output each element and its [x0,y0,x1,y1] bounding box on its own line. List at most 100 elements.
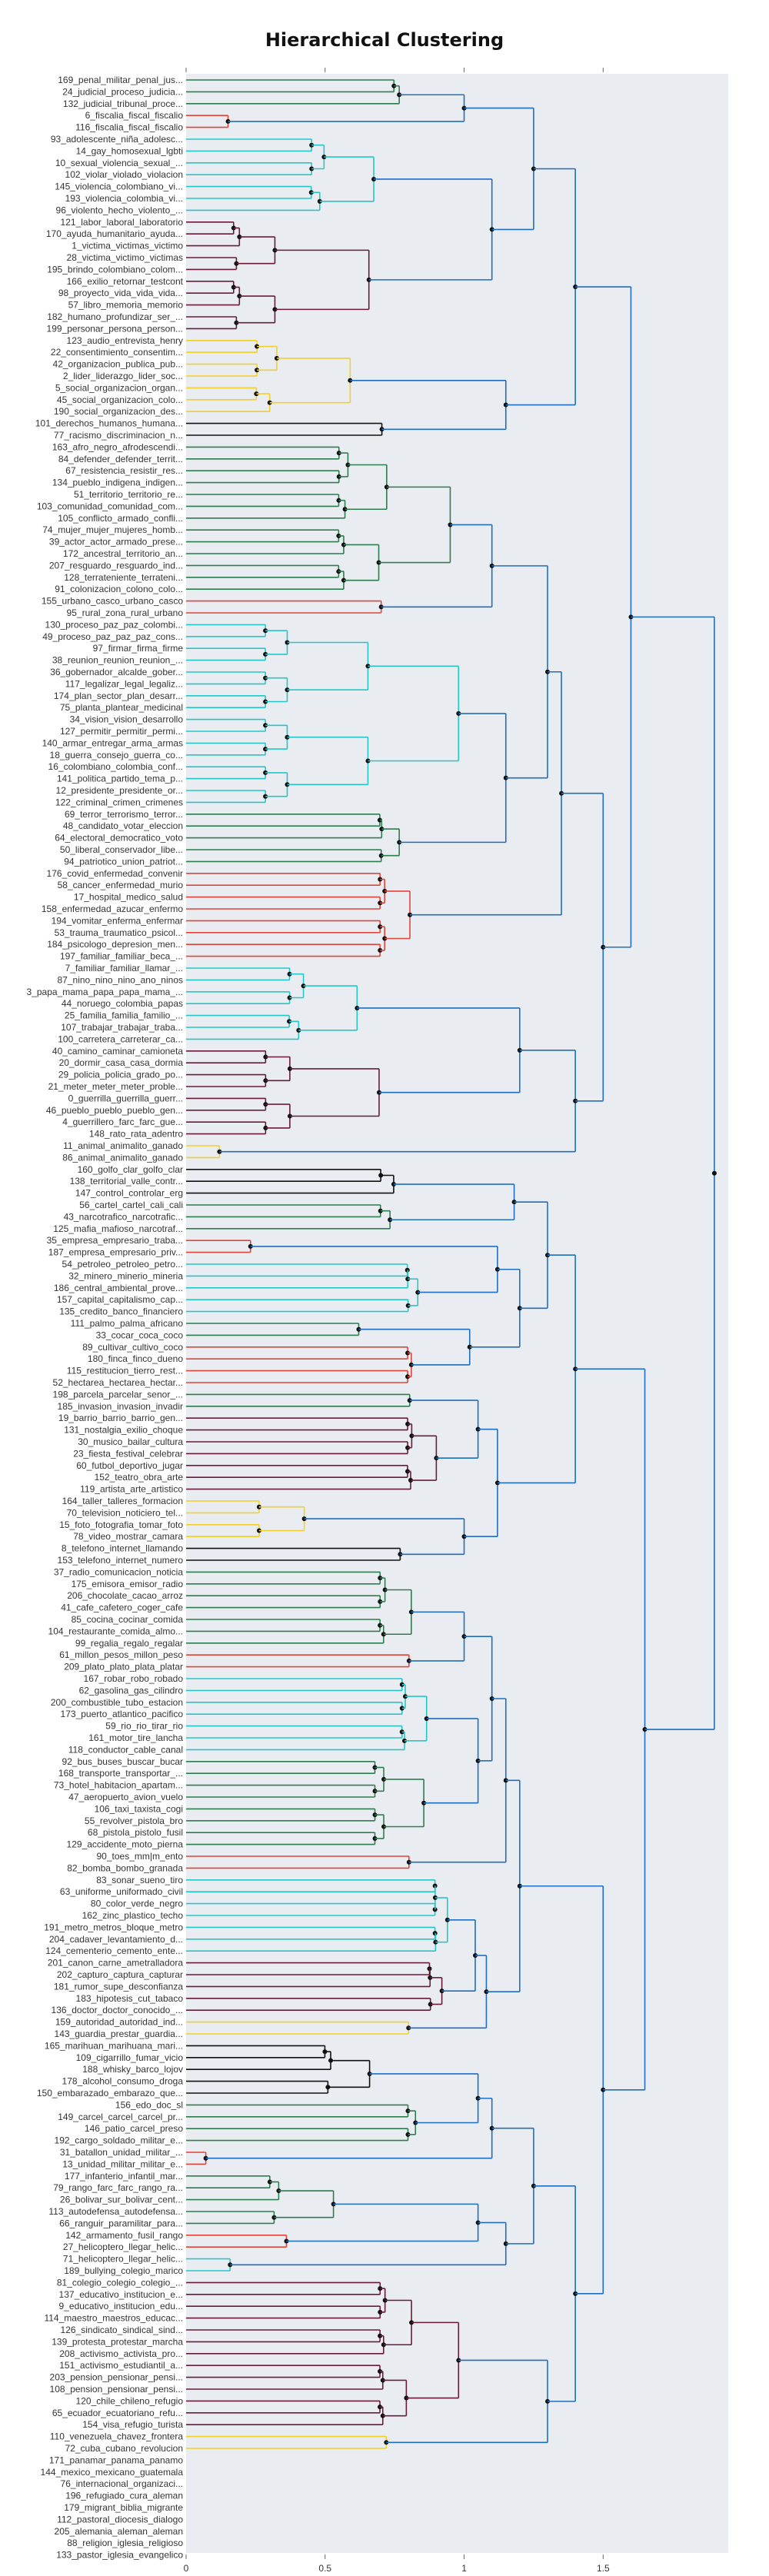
leaf-label: 106_taxi_taxista_cogi [95,1803,183,1814]
leaf-label: 58_cancer_enfermedad_murio [58,880,184,890]
leaf-label: 42_organizacion_publica_pub... [53,359,183,370]
leaf-label: 94_patriotico_union_patriot... [64,856,183,867]
leaf-label: 187_empresa_empresario_priv... [48,1247,183,1258]
leaf-label: 38_reunion_reunion_reunion_... [52,655,183,666]
leaf-label: 174_plan_sector_plan_desarr... [54,691,183,701]
leaf-label: 163_afro_negro_afrodescendi... [52,441,183,452]
leaf-label: 39_actor_actor_armado_prese... [49,537,183,547]
leaf-label: 156_edo_doc_sl [115,2099,183,2110]
leaf-label: 17_hospital_medico_salud [74,892,183,903]
leaf-label: 149_carcel_carcel_carcel_pr... [58,2112,183,2122]
leaf-label: 140_armar_entregar_arma_armas [42,737,183,748]
leaf-label: 104_restaurante_comida_almo... [48,1626,183,1636]
leaf-label: 107_trabajar_trabajar_traba... [61,1022,183,1033]
leaf-label: 4_guerrillero_farc_farc_gue... [62,1117,183,1127]
leaf-label: 5_social_organizacion_organ... [55,382,183,393]
leaf-label: 176_covid_enfermedad_convenir [47,868,183,879]
leaf-label: 122_criminal_crimen_crimenes [55,797,183,807]
leaf-label: 114_maestro_maestros_educac... [44,2313,183,2324]
leaf-label: 203_pension_pensionar_pensi... [50,2372,183,2383]
leaf-label: 139_protesta_protestar_marcha [52,2336,183,2347]
x-tick-label: 1.5 [597,2563,610,2574]
leaf-label: 191_metro_metros_bloque_metro [44,1922,183,1932]
leaf-label: 109_cigarrillo_fumar_vicio [76,2052,184,2063]
leaf-label: 172_ancestral_territorio_an... [63,548,183,559]
leaf-label: 204_cadaver_levantamiento_d... [49,1934,183,1945]
leaf-label: 78_video_mostrar_camara [73,1531,183,1542]
leaf-label: 74_mujer_mujer_mujeres_homb... [42,524,183,535]
leaf-label: 84_defender_defender_territ... [58,454,183,464]
leaf-label: 181_rumor_supe_desconfianza [54,1981,183,1992]
leaf-label: 37_radio_comunicacion_noticia [54,1566,183,1577]
leaf-label: 64_electoral_democratico_voto [55,833,183,844]
leaf-label: 56_cartel_cartel_cali_cali [79,1200,183,1210]
leaf-label: 52_hectarea_hectarea_hectar... [53,1377,183,1388]
leaf-label: 164_taller_talleres_formacion [62,1496,183,1506]
leaf-label: 183_hipotesis_cut_tabaco [76,1993,184,2004]
x-tick-label: 0 [184,2563,189,2574]
leaf-label: 13_unidad_militar_militar_e... [62,2158,183,2169]
leaf-label: 63_uniforme_uniformado_civil [60,1886,183,1897]
leaf-label: 201_canon_carne_ametralladora [48,1958,183,1969]
leaf-label: 196_refugiado_cura_aleman [65,2491,183,2501]
leaf-label: 21_meter_meter_meter_proble... [48,1081,183,1092]
x-tick-label: 1 [461,2563,467,2574]
leaf-label: 145_violencia_colombiano_vi... [55,181,183,192]
leaf-label: 111_palmo_palma_africano [71,1318,184,1329]
leaf-label: 105_conflicto_armado_confli... [58,513,183,524]
leaf-label: 33_cocar_coca_coco [96,1330,184,1340]
leaf-label: 23_fiesta_festival_celebrar [73,1448,183,1459]
leaf-label: 142_armamento_fusil_rango [65,2230,183,2241]
leaf-label: 66_ranguir_paramilitar_para... [59,2218,183,2228]
leaf-label: 141_politica_partido_tema_p... [57,774,183,784]
leaf-label: 126_sindicato_sindical_sind... [61,2325,183,2335]
leaf-label: 16_colombiano_colombia_conf... [48,761,183,772]
leaf-label: 148_rato_rata_adentro [89,1129,183,1140]
leaf-label: 45_social_organizacion_colo... [57,394,183,405]
leaf-label: 67_resistencia_resistir_res... [65,465,183,476]
leaf-label: 72_cuba_cubano_revolucion [65,2443,183,2454]
leaf-label: 194_vomitar_enferma_enfermar [52,915,183,926]
leaf-label: 134_pueblo_indigena_indigen... [52,478,183,488]
leaf-label: 80_color_verde_negro [91,1899,183,1909]
leaf-label: 2_lider_liderazgo_lider_soc... [63,371,183,381]
x-axis: 0 0.5 1 1.5 [184,68,610,2574]
leaf-label: 120_chile_chileno_refugio [76,2395,184,2406]
leaf-label: 170_ayuda_humanitario_ayuda... [46,228,183,239]
leaf-label: 199_personar_persona_person... [47,323,183,334]
leaf-label: 200_combustible_tubo_estacion [51,1697,183,1708]
leaf-label: 129_accidente_moto_pierna [67,1839,184,1850]
leaf-label: 161_motor_tire_lancha [88,1732,183,1743]
leaf-label: 119_artista_arte_artistico [80,1484,183,1495]
merge-node [711,1170,717,1176]
leaf-label: 103_comunidad_comunidad_com... [37,501,183,511]
leaf-label: 22_consentimiento_consentim... [51,347,183,358]
leaf-label: 193_violencia_colombia_vi... [65,193,183,204]
leaf-label: 9_educativo_institucion_edu... [59,2301,183,2311]
leaf-label: 46_pueblo_pueblo_pueblo_gen... [46,1105,183,1116]
leaf-label: 147_control_controlar_erg [75,1188,183,1199]
leaf-label: 79_rango_farc_farc_rango_ra... [53,2182,183,2193]
leaf-label: 61_millon_pesos_millon_peso [59,1649,183,1660]
leaf-label: 44_noruego_colombia_papas [62,998,183,1009]
leaf-label: 1_victima_victimas_victimo [72,241,183,251]
leaf-label: 68_pistola_pistolo_fusil [88,1827,183,1838]
leaf-label: 202_capturo_captura_capturar [57,1969,183,1980]
leaf-label: 102_violar_violado_violacion [65,169,183,180]
leaf-label: 137_educativo_institucion_e... [59,2289,183,2300]
leaf-label: 101_derechos_humanos_humana... [35,418,183,429]
leaf-label: 136_doctor_doctor_conocido_... [52,2005,183,2015]
leaf-label: 69_terror_terrorismo_terror... [65,809,183,820]
leaf-label: 118_conductor_cable_canal [68,1744,183,1755]
leaf-label: 47_aeropuerto_avion_vuelo [68,1792,183,1802]
leaf-label: 192_cargo_soldado_militar_e... [55,2135,183,2146]
leaf-label: 209_plato_plato_plata_platar [64,1662,183,1672]
leaf-label: 30_musico_bailar_cultura [78,1436,183,1447]
leaf-label: 162_zinc_plastico_techo [82,1910,184,1921]
leaf-label: 168_transporte_transportar_... [58,1768,183,1779]
leaf-label: 43_narcotrafico_narcotrafic... [64,1211,183,1222]
leaf-label: 11_animal_animalito_ganado [63,1140,183,1151]
leaf-label: 49_proceso_paz_paz_paz_cons... [42,631,183,642]
leaf-label: 138_territorial_valle_contr... [70,1176,183,1186]
